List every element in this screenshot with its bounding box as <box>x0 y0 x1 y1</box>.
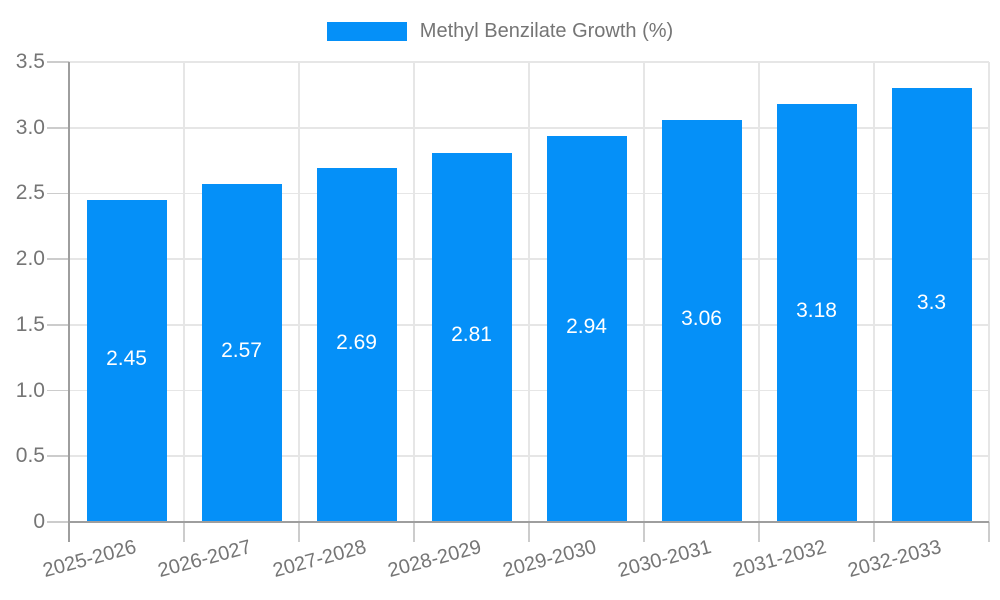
legend-label: Methyl Benzilate Growth (%) <box>419 20 674 42</box>
x-gridline <box>183 62 185 522</box>
bar-value-label: 2.69 <box>336 331 377 355</box>
bar <box>546 135 627 522</box>
y-tick <box>47 61 69 63</box>
y-tick <box>47 126 69 129</box>
bar <box>316 168 397 522</box>
y-axis-label: 0.5 <box>15 444 45 468</box>
y-tick <box>47 192 69 195</box>
bar <box>431 152 512 522</box>
y-axis-label: 1.0 <box>15 378 45 402</box>
bar <box>86 200 167 522</box>
bar-value-label: 3.18 <box>796 299 837 323</box>
bar <box>661 119 742 522</box>
x-tick <box>988 522 990 542</box>
y-tick <box>47 324 69 326</box>
y-tick <box>47 521 69 523</box>
x-tick <box>183 522 185 542</box>
y-axis-label: 2.0 <box>15 247 45 271</box>
x-tick <box>528 522 530 542</box>
bar-value-label: 2.57 <box>221 339 262 363</box>
y-axis-label: 0 <box>33 510 45 533</box>
x-gridline <box>873 62 875 522</box>
x-gridline <box>988 62 990 522</box>
y-tick <box>47 455 69 458</box>
y-axis-label: 3.5 <box>15 50 45 73</box>
y-axis-label: 3.0 <box>15 115 45 139</box>
x-tick <box>298 522 300 542</box>
legend-swatch <box>326 22 407 41</box>
x-tick <box>873 522 875 542</box>
x-axis-line <box>69 521 989 523</box>
bar-value-label: 2.81 <box>451 323 492 347</box>
x-tick <box>758 522 760 542</box>
bar-value-label: 3.06 <box>681 306 722 330</box>
x-gridline <box>528 62 530 522</box>
x-gridline <box>758 62 760 522</box>
y-tick <box>47 389 69 392</box>
y-axis-line <box>68 62 70 542</box>
y-axis-label: 2.5 <box>15 181 45 205</box>
y-axis-label: 1.5 <box>15 312 45 336</box>
y-tick <box>47 258 69 260</box>
x-gridline <box>643 62 645 522</box>
bar <box>891 88 972 522</box>
x-gridline <box>413 62 415 522</box>
bar-value-label: 3.3 <box>916 291 947 315</box>
bar-value-label: 2.45 <box>106 347 147 370</box>
x-gridline <box>298 62 300 522</box>
bar-value-label: 2.94 <box>566 314 607 338</box>
x-tick <box>643 522 645 542</box>
legend[interactable]: Methyl Benzilate Growth (%) <box>0 20 1000 43</box>
bar <box>776 104 857 522</box>
x-tick <box>413 522 415 542</box>
y-gridline <box>69 61 989 63</box>
bar <box>201 184 282 522</box>
